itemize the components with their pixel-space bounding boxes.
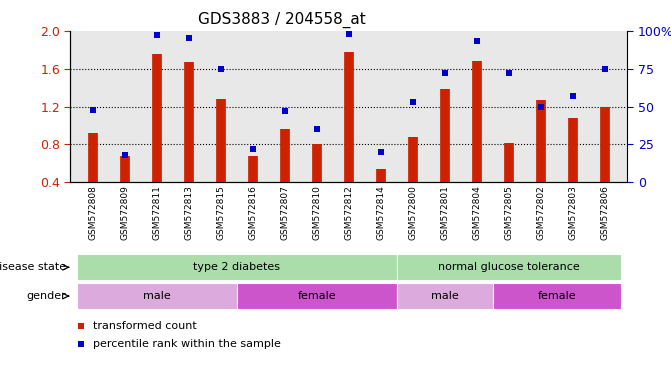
Text: female: female	[298, 291, 336, 301]
Text: gender: gender	[26, 291, 66, 301]
Bar	[77, 283, 237, 309]
Text: disease state: disease state	[0, 262, 66, 272]
Bar	[397, 283, 493, 309]
Text: transformed count: transformed count	[93, 321, 197, 331]
Bar	[77, 254, 397, 280]
Bar	[237, 283, 397, 309]
Text: male: male	[143, 291, 170, 301]
Text: type 2 diabetes: type 2 diabetes	[193, 262, 280, 272]
Bar	[493, 283, 621, 309]
Text: male: male	[431, 291, 459, 301]
Text: GDS3883 / 204558_at: GDS3883 / 204558_at	[198, 12, 366, 28]
Text: percentile rank within the sample: percentile rank within the sample	[93, 339, 280, 349]
Bar	[397, 254, 621, 280]
Text: female: female	[537, 291, 576, 301]
Text: normal glucose tolerance: normal glucose tolerance	[438, 262, 580, 272]
